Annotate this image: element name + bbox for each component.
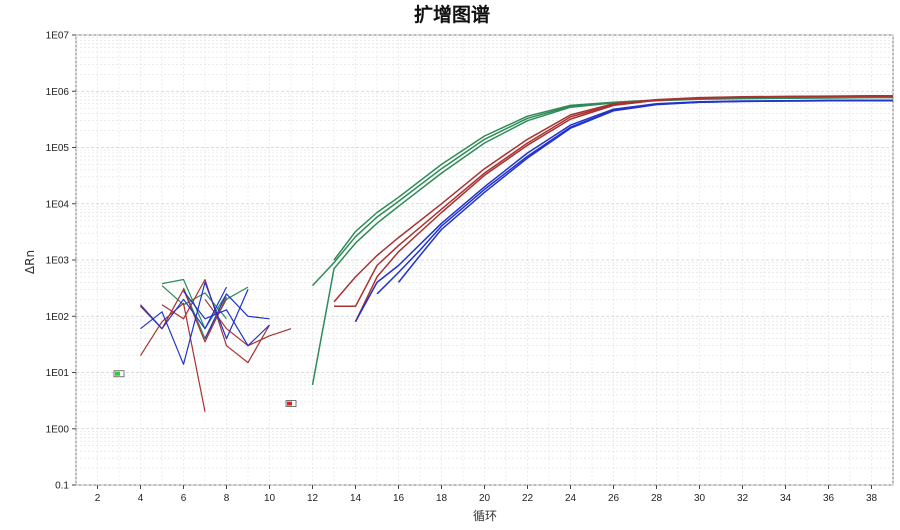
marker-fill	[287, 401, 292, 406]
x-tick-label: 12	[307, 493, 319, 504]
x-axis-label: 循环	[473, 509, 497, 523]
y-tick-label: 1E01	[46, 368, 70, 379]
y-tick-label: 1E03	[46, 256, 70, 267]
baseline-segment-blue	[140, 281, 249, 365]
baseline-segment-blue	[183, 290, 270, 347]
x-tick-label: 20	[479, 493, 491, 504]
x-tick-label: 14	[350, 493, 362, 504]
x-tick-label: 6	[181, 493, 187, 504]
marker-fill	[115, 371, 120, 376]
curve-red	[354, 95, 893, 323]
x-tick-label: 28	[651, 493, 663, 504]
y-axis-label: ΔRn	[23, 250, 37, 274]
y-tick-label: 1E06	[46, 87, 70, 98]
x-tick-label: 2	[95, 493, 101, 504]
threshold-markers	[113, 370, 297, 407]
curve-green	[333, 96, 893, 261]
x-tick-label: 8	[224, 493, 230, 504]
amplification-curves	[311, 95, 893, 386]
baseline-noise	[139, 278, 292, 412]
x-axis: 2 4 6 8 10 12 14 16 18 20 22 24 26 28 30 32 34 36 38	[95, 485, 878, 504]
x-tick-label: 24	[565, 493, 577, 504]
x-tick-label: 4	[138, 493, 144, 504]
x-tick-label: 38	[866, 493, 878, 504]
baseline-segment-red	[161, 278, 271, 364]
baseline-segment-blue	[204, 293, 270, 339]
y-tick-label: 1E00	[46, 424, 70, 435]
x-tick-label: 26	[608, 493, 620, 504]
y-tick-label: 1E02	[46, 312, 70, 323]
x-tick-label: 30	[694, 493, 706, 504]
x-tick-label: 16	[393, 493, 405, 504]
x-tick-label: 36	[823, 493, 835, 504]
x-tick-label: 34	[780, 493, 792, 504]
grid-lines	[75, 34, 894, 486]
chart-title: 扩增图谱	[414, 3, 490, 26]
baseline-segment-blue	[140, 286, 228, 330]
y-tick-label: 1E04	[46, 199, 70, 210]
x-tick-label: 22	[522, 493, 534, 504]
y-axis: 1E07 1E06 1E05 1E04 1E03 1E02 1E01 1E00 0.1	[46, 31, 76, 492]
curve-blue	[397, 99, 893, 283]
y-tick-label: 1E05	[46, 143, 70, 154]
x-tick-label: 32	[737, 493, 749, 504]
y-tick-label: 0.1	[55, 481, 69, 492]
x-tick-label: 18	[436, 493, 448, 504]
x-tick-label: 10	[264, 493, 276, 504]
y-tick-label: 1E07	[46, 31, 70, 42]
